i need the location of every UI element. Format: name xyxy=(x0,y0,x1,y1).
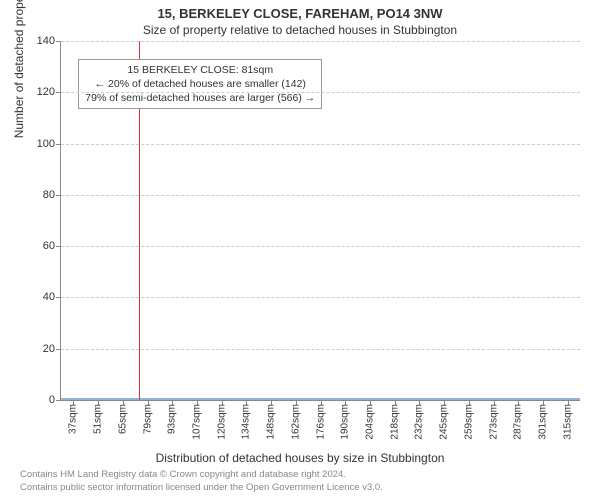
chart-plot: 15 BERKELEY CLOSE: 81sqm ← 20% of detach… xyxy=(60,41,580,401)
gridline xyxy=(61,195,580,196)
xtick-label: 301sqm xyxy=(537,400,548,440)
footer-line1: Contains HM Land Registry data © Crown c… xyxy=(20,469,590,481)
xtick-label: 79sqm xyxy=(142,400,153,434)
xtick-label: 218sqm xyxy=(389,400,400,440)
annotation-line2: ← 20% of detached houses are smaller (14… xyxy=(85,77,315,91)
gridline xyxy=(61,246,580,247)
gridline xyxy=(61,41,580,42)
ytick-label: 60 xyxy=(43,240,61,252)
xtick-label: 204sqm xyxy=(364,400,375,440)
footer-text: Contains HM Land Registry data © Crown c… xyxy=(20,469,590,494)
ytick-label: 80 xyxy=(43,189,61,201)
xtick-label: 148sqm xyxy=(266,400,277,440)
gridline xyxy=(61,144,580,145)
chart-area: Number of detached properties 15 BERKELE… xyxy=(60,41,580,401)
xtick-label: 37sqm xyxy=(68,400,79,434)
y-axis-label: Number of detached properties xyxy=(12,0,26,138)
xtick-label: 51sqm xyxy=(93,400,104,434)
xtick-label: 65sqm xyxy=(117,400,128,434)
xtick-label: 134sqm xyxy=(241,400,252,440)
xtick-label: 232sqm xyxy=(414,400,425,440)
ytick-label: 100 xyxy=(37,138,61,150)
ytick-label: 140 xyxy=(37,35,61,47)
xtick-label: 287sqm xyxy=(513,400,524,440)
xtick-label: 107sqm xyxy=(191,400,202,440)
footer-line2: Contains public sector information licen… xyxy=(20,482,590,494)
xtick-label: 315sqm xyxy=(562,400,573,440)
xtick-label: 245sqm xyxy=(439,400,450,440)
x-axis-label: Distribution of detached houses by size … xyxy=(0,451,600,465)
xtick-label: 273sqm xyxy=(488,400,499,440)
page-title: 15, BERKELEY CLOSE, FAREHAM, PO14 3NW xyxy=(0,0,600,21)
annotation-line3: 79% of semi-detached houses are larger (… xyxy=(85,91,315,105)
annotation-box: 15 BERKELEY CLOSE: 81sqm ← 20% of detach… xyxy=(78,59,322,110)
gridline xyxy=(61,297,580,298)
gridline xyxy=(61,349,580,350)
ytick-label: 20 xyxy=(43,343,61,355)
gridline xyxy=(61,92,580,93)
xtick-label: 259sqm xyxy=(463,400,474,440)
ytick-label: 120 xyxy=(37,86,61,98)
xtick-label: 162sqm xyxy=(290,400,301,440)
ytick-label: 0 xyxy=(49,394,61,406)
page-subtitle: Size of property relative to detached ho… xyxy=(0,21,600,41)
xtick-label: 190sqm xyxy=(340,400,351,440)
xtick-label: 120sqm xyxy=(216,400,227,440)
annotation-line1: 15 BERKELEY CLOSE: 81sqm xyxy=(85,63,315,77)
ytick-label: 40 xyxy=(43,291,61,303)
xtick-label: 176sqm xyxy=(315,400,326,440)
xtick-label: 93sqm xyxy=(167,400,178,434)
